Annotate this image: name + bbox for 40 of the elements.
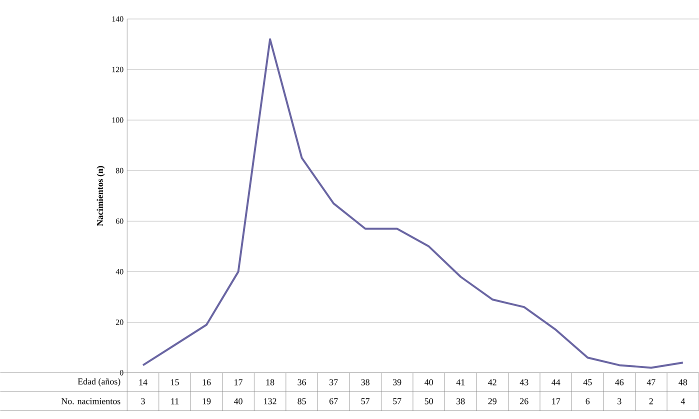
data-label: 29 bbox=[488, 398, 496, 404]
data-label: 17 bbox=[552, 398, 560, 404]
data-label: 3 bbox=[141, 398, 145, 404]
x-tick-label: 47 bbox=[646, 379, 656, 386]
data-label: 57 bbox=[393, 398, 402, 404]
x-tick-label: 14 bbox=[139, 379, 148, 386]
x-tick-label: 16 bbox=[202, 379, 211, 386]
x-tick-label: 38 bbox=[361, 379, 370, 386]
x-tick-label: 46 bbox=[615, 379, 624, 386]
x-axis-title: Edad (años) bbox=[78, 378, 120, 386]
data-label: 85 bbox=[298, 398, 306, 404]
data-label: 26 bbox=[520, 398, 528, 404]
data-label: 40 bbox=[234, 398, 242, 404]
x-tick-label: 43 bbox=[520, 379, 528, 386]
data-label: 132 bbox=[264, 398, 276, 404]
data-label: 50 bbox=[424, 398, 433, 404]
data-label: 38 bbox=[456, 398, 465, 404]
x-tick-label: 18 bbox=[266, 379, 274, 386]
x-tick-label: 37 bbox=[330, 379, 338, 386]
text: No. nacimientos bbox=[61, 398, 120, 404]
y-axis-title: Nacimientos (n) bbox=[96, 166, 105, 226]
data-label: 19 bbox=[202, 398, 211, 404]
data-label: 2 bbox=[649, 398, 653, 404]
line-series bbox=[142, 38, 684, 369]
data-label: 4 bbox=[680, 398, 686, 404]
x-tick-label: 17 bbox=[234, 379, 243, 386]
data-label: 57 bbox=[361, 398, 370, 404]
x-tick-label: 15 bbox=[171, 379, 179, 386]
data-label: 3 bbox=[618, 398, 622, 404]
x-tick-label: 39 bbox=[393, 379, 402, 386]
x-tick-label: 44 bbox=[552, 379, 560, 386]
data-label: 11 bbox=[171, 398, 179, 404]
x-tick-label: 41 bbox=[456, 379, 465, 386]
data-label: 67 bbox=[329, 398, 338, 404]
x-tick-label: 45 bbox=[583, 379, 592, 386]
x-tick-label: 48 bbox=[678, 379, 688, 386]
x-tick-label: 36 bbox=[298, 379, 306, 386]
data-label: 6 bbox=[586, 398, 590, 404]
x-tick-label: 42 bbox=[488, 379, 496, 386]
x-tick-label: 40 bbox=[424, 379, 433, 386]
